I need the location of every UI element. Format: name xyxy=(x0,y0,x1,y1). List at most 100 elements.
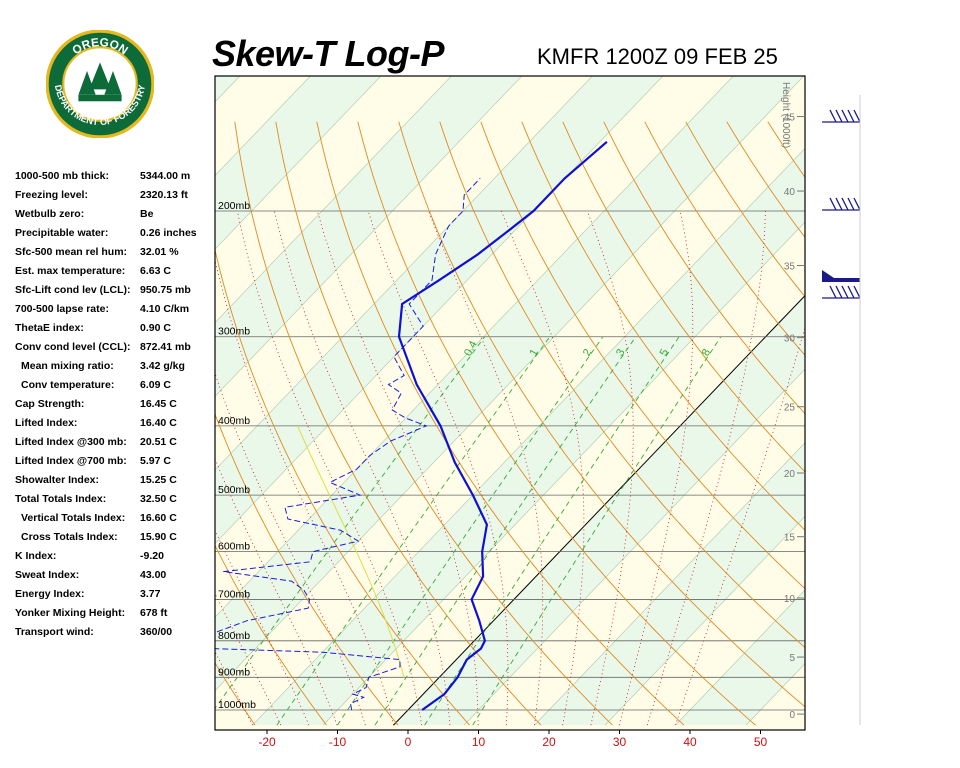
mixing-ratio-label: 5 xyxy=(658,347,671,358)
index-label: 700-500 lapse rate: xyxy=(15,303,109,315)
wind-barb-pennant xyxy=(822,270,860,282)
x-tick-label: -10 xyxy=(329,735,347,749)
parcel-trace-line xyxy=(297,425,405,678)
isotherm-line xyxy=(0,0,175,725)
moist-adiabat-line xyxy=(215,258,394,726)
index-row: Conv cond level (CCL): 872.41 mb xyxy=(15,339,215,358)
index-label: Lifted Index: xyxy=(15,417,78,429)
wind-barb-feather xyxy=(853,285,861,299)
index-row: 1000-500 mb thick: 5344.00 m xyxy=(15,168,215,187)
isotherm-band xyxy=(0,0,175,725)
index-label: Lifted Index @300 mb: xyxy=(15,436,127,448)
moist-adiabat-line xyxy=(236,210,423,726)
tree-icon xyxy=(78,62,122,102)
index-value: 16.40 C xyxy=(140,417,177,429)
mixing-ratio-line xyxy=(472,336,722,726)
index-label: Wetbulb zero: xyxy=(15,208,85,220)
index-label: Freezing level: xyxy=(15,189,88,201)
mixing-ratio-label: 8 xyxy=(700,347,713,358)
isotherm-band xyxy=(817,0,960,725)
wind-barb-icon xyxy=(822,109,861,123)
index-row: Showalter Index: 15.25 C xyxy=(15,472,215,491)
dry-adiabat-line xyxy=(215,661,256,726)
dry-adiabat-line xyxy=(562,121,805,473)
wind-barb-feather xyxy=(853,197,861,211)
index-value: 950.75 mb xyxy=(140,284,191,296)
dry-adiabat-line xyxy=(932,122,960,725)
index-row: Total Totals Index: 32.50 C xyxy=(15,491,215,510)
mixing-ratio-line xyxy=(374,336,637,726)
index-value: 43.00 xyxy=(140,569,167,581)
index-value: 2320.13 ft xyxy=(140,189,188,201)
index-row: Est. max temperature: 6.63 C xyxy=(15,263,215,282)
index-label: Cross Totals Index: xyxy=(21,531,118,543)
height-tick-label: 5 xyxy=(789,653,795,664)
wind-barb-feather xyxy=(847,109,855,123)
moist-adiabat-line xyxy=(215,457,338,726)
wind-barb-feather xyxy=(847,285,855,299)
index-value: 16.45 C xyxy=(140,398,177,410)
wind-barb-feather xyxy=(829,109,837,123)
index-value: 6.63 C xyxy=(140,265,171,277)
index-label: Vertical Totals Index: xyxy=(21,512,126,524)
index-label: Lifted Index @700 mb: xyxy=(15,455,127,467)
isotherm-line xyxy=(604,515,805,726)
height-tick-label: 15 xyxy=(784,533,796,544)
isotherm-line xyxy=(675,589,805,726)
logo-top-text: OREGON xyxy=(69,35,130,57)
index-row: Lifted Index @300 mb: 20.51 C xyxy=(15,434,215,453)
station-time-label: KMFR 1200Z 09 FEB 25 xyxy=(537,44,778,69)
dry-adiabat-line xyxy=(357,121,756,726)
height-axis-label: Height (1000ft) xyxy=(780,82,791,148)
index-label: Conv temperature: xyxy=(21,379,115,391)
mixing-ratio-label: 2 xyxy=(581,347,594,358)
index-row: Wetbulb zero: Be xyxy=(15,206,215,225)
pressure-label: 600mb xyxy=(218,541,250,553)
dry-adiabat-line xyxy=(603,121,805,415)
mixing-ratio-label: 1 xyxy=(527,347,540,358)
isotherm-line xyxy=(215,76,452,324)
isotherm-line xyxy=(215,76,664,544)
index-row: Vertical Totals Index: 16.60 C xyxy=(15,510,215,529)
wind-barb-feather xyxy=(841,285,849,299)
isotherm-line xyxy=(534,442,805,726)
index-value: 872.41 mb xyxy=(140,341,191,353)
wind-barb-feather xyxy=(853,109,861,123)
index-value: 3.77 xyxy=(140,588,161,600)
height-tick-label: 40 xyxy=(784,187,796,198)
index-row: Lifted Index: 16.40 C xyxy=(15,415,215,434)
mixing-ratio-line xyxy=(276,336,551,726)
index-value: 5.97 C xyxy=(140,455,171,467)
wind-barb-feather xyxy=(841,197,849,211)
wind-barb-feather xyxy=(829,197,837,211)
x-tick-label: 10 xyxy=(472,735,486,749)
index-value: -9.20 xyxy=(140,550,164,562)
index-row: Lifted Index @700 mb: 5.97 C xyxy=(15,453,215,472)
dry-adiabat-line xyxy=(644,121,805,356)
dry-adiabat-line xyxy=(215,412,399,726)
index-row: Sfc-Lift cond lev (LCL): 950.75 mb xyxy=(15,282,215,301)
chart-title: Skew-T Log-P xyxy=(212,33,445,74)
height-tick-label: 25 xyxy=(784,403,796,414)
index-label: Conv cond level (CCL): xyxy=(15,341,131,353)
index-label: Sfc-Lift cond lev (LCL): xyxy=(15,284,131,296)
index-row: Freezing level: 2320.13 ft xyxy=(15,187,215,206)
index-value: 6.09 C xyxy=(140,379,171,391)
dry-adiabat-line xyxy=(891,122,960,725)
index-label: ThetaE index: xyxy=(15,322,84,334)
index-row: K Index: -9.20 xyxy=(15,548,215,567)
index-label: 1000-500 mb thick: xyxy=(15,170,109,182)
dry-adiabat-line xyxy=(521,121,805,531)
height-tick-label: 30 xyxy=(784,334,796,345)
index-value: 678 ft xyxy=(140,607,168,619)
pressure-label: 1000mb xyxy=(218,699,256,711)
dewpoint-line xyxy=(215,177,481,711)
wind-barb-feather xyxy=(835,285,843,299)
dry-adiabat-line xyxy=(215,248,470,726)
index-label: Transport wind: xyxy=(15,626,94,638)
isotherm-line xyxy=(215,76,805,692)
isotherm-line xyxy=(0,0,105,725)
index-label: Yonker Mixing Height: xyxy=(15,607,126,619)
pressure-label: 400mb xyxy=(218,415,250,427)
